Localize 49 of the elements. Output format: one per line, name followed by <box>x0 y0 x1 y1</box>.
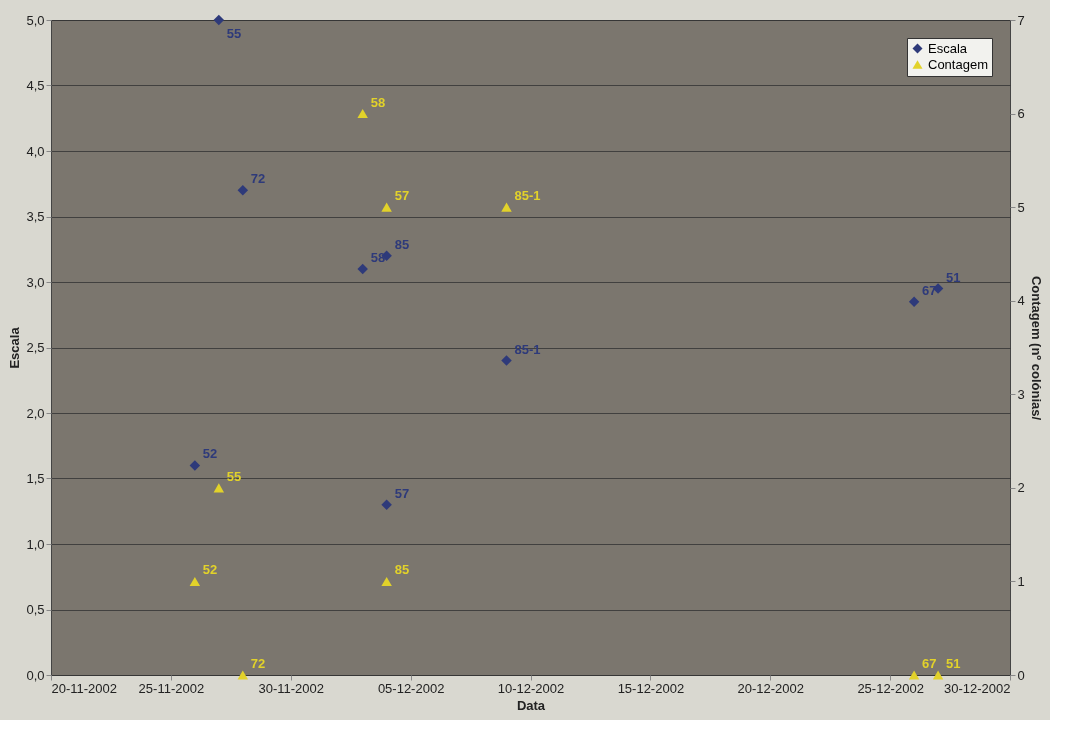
annotation: 72 <box>250 656 266 671</box>
legend-label: Contagem <box>928 56 988 72</box>
x-axis-title: Data <box>516 697 546 713</box>
x-tick-label: 05-12-2002 <box>377 680 445 696</box>
y-tick-label: 3,5 <box>26 209 45 224</box>
y2-tick-label: 1 <box>1017 573 1025 589</box>
y2-tick-label: 6 <box>1017 106 1025 122</box>
y-tick-label: 0,0 <box>26 667 45 683</box>
annotation: 51 <box>946 656 961 671</box>
legend-label: Escala <box>928 40 968 56</box>
annotation: 85 <box>394 236 410 252</box>
annotation: 67 <box>922 656 937 671</box>
x-tick-label: 15-12-2002 <box>617 680 685 696</box>
x-tick-label: 25-11-2002 <box>138 680 205 696</box>
annotation: 85-1 <box>514 341 541 357</box>
y2-tick-label: 3 <box>1017 386 1025 402</box>
y-tick-label: 0,5 <box>26 602 45 617</box>
y2-axis-title: Contagem (nº colónias/ <box>1028 275 1044 421</box>
annotation: 52 <box>202 562 218 578</box>
y-axis-title: Escala <box>7 326 23 369</box>
annotation: 55 <box>226 468 242 484</box>
y2-tick-label: 0 <box>1017 667 1025 683</box>
y2-tick-label: 2 <box>1017 480 1025 496</box>
y2-tick-label: 5 <box>1017 199 1025 215</box>
annotation: 57 <box>394 188 410 204</box>
y-tick-label: 4,0 <box>26 143 45 159</box>
annotation: 85-1 <box>514 188 541 204</box>
x-tick-label: 30-12-2002 <box>944 680 1011 696</box>
annotation: 55 <box>226 26 242 41</box>
annotation: 72 <box>250 171 266 187</box>
y-tick-label: 1,5 <box>26 471 45 486</box>
x-tick-label: 10-12-2002 <box>497 680 565 696</box>
x-tick-label: 20-12-2002 <box>737 680 804 696</box>
y-tick-label: 5,0 <box>26 12 45 28</box>
annotation: 52 <box>202 446 218 462</box>
y-tick-label: 2,0 <box>26 405 45 421</box>
annotation: 58 <box>370 94 386 110</box>
annotation: 51 <box>946 269 961 285</box>
y-tick-label: 1,0 <box>26 536 45 552</box>
y-tick-label: 4,5 <box>26 78 45 93</box>
y2-tick-label: 7 <box>1017 12 1025 28</box>
y-tick-label: 3,0 <box>26 274 45 290</box>
y2-tick-label: 4 <box>1017 293 1025 309</box>
x-tick-label: 30-11-2002 <box>258 680 325 696</box>
x-tick-label: 25-12-2002 <box>857 680 924 696</box>
annotation: 85 <box>394 562 410 578</box>
annotation: 57 <box>394 485 410 501</box>
x-tick-label: 20-11-2002 <box>51 680 118 696</box>
y-tick-label: 2,5 <box>26 340 45 355</box>
